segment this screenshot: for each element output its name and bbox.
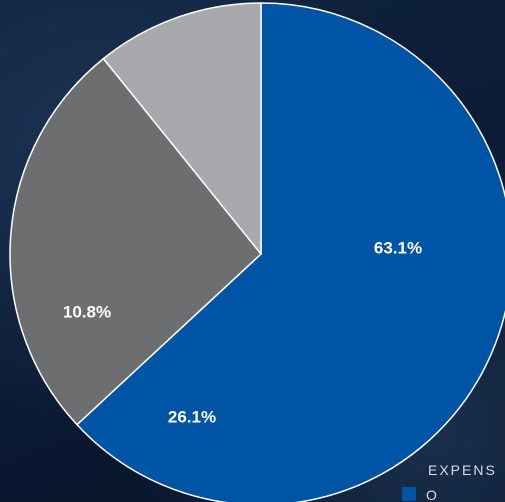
legend-swatch <box>402 487 416 501</box>
pie-slice-1 <box>9 57 262 426</box>
legend-item-0: O <box>402 487 437 502</box>
pie-slice-2 <box>102 2 262 255</box>
legend-title: EXPENS <box>428 462 497 478</box>
legend-label: O <box>426 487 437 502</box>
slice-label-1: 26.1% <box>168 407 216 426</box>
slice-label-0: 63.1% <box>374 238 422 257</box>
chart-legend: EXPENS O <box>398 459 505 502</box>
slice-label-2: 10.8% <box>63 302 111 321</box>
pie-slice-0 <box>76 2 505 502</box>
